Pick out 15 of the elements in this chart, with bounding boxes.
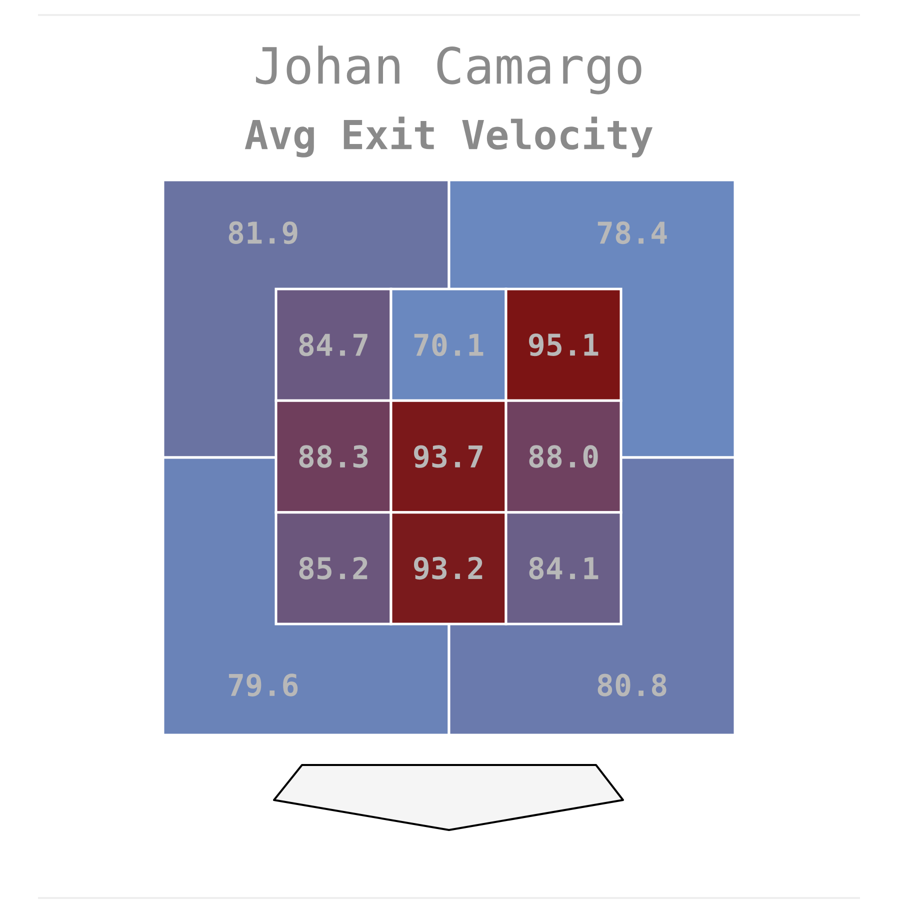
data-label: 88.0 <box>529 445 598 468</box>
data-label: 93.2 <box>414 556 482 580</box>
chart-subtitle: Avg Exit Velocity <box>244 116 653 158</box>
data-label: 95.1 <box>529 334 598 356</box>
data-label: 80.8 <box>598 674 666 696</box>
data-label: 93.7 <box>414 445 482 468</box>
data-label: 84.7 <box>299 333 368 356</box>
data-label: 81.9 <box>228 221 298 244</box>
data-label: 84.1 <box>529 556 598 580</box>
chart-title: Johan Camargo <box>256 46 642 94</box>
data-label: 88.3 <box>299 445 368 468</box>
data-label: 70.1 <box>414 333 484 356</box>
data-label: 85.2 <box>299 556 368 580</box>
data-label: 78.4 <box>598 221 667 244</box>
data-label: 79.6 <box>228 674 298 696</box>
